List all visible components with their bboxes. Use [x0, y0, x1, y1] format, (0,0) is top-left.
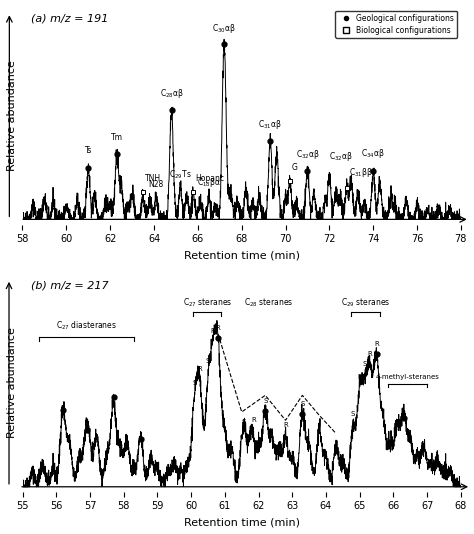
Text: S: S: [351, 411, 355, 417]
Y-axis label: Relative abundance: Relative abundance: [7, 327, 17, 438]
Text: $\mathregular{C_{27}}$ diasteranes: $\mathregular{C_{27}}$ diasteranes: [56, 320, 117, 332]
Text: $\mathregular{C_{18}\beta\alpha}$: $\mathregular{C_{18}\beta\alpha}$: [197, 176, 221, 189]
Text: S: S: [263, 398, 267, 404]
Text: (a) m/z = 191: (a) m/z = 191: [31, 13, 109, 23]
Text: G: G: [292, 163, 298, 172]
Text: Tm: Tm: [111, 132, 123, 142]
Text: R: R: [283, 422, 288, 428]
Text: R: R: [216, 325, 220, 331]
Text: 4-methyl-steranes: 4-methyl-steranes: [376, 374, 439, 380]
Text: R: R: [374, 341, 379, 347]
Text: S: S: [241, 419, 246, 426]
Text: $\mathregular{C_{32}\alpha\beta}$: $\mathregular{C_{32}\alpha\beta}$: [295, 147, 319, 161]
Text: R: R: [367, 351, 372, 357]
Text: $\mathregular{C_{28}\alpha\beta}$: $\mathregular{C_{28}\alpha\beta}$: [160, 87, 183, 99]
Text: Ts: Ts: [84, 146, 92, 155]
Text: (b) m/z = 217: (b) m/z = 217: [31, 280, 109, 290]
Text: Hopanc: Hopanc: [196, 174, 225, 183]
Y-axis label: Relative abundance: Relative abundance: [7, 60, 17, 171]
X-axis label: Retention time (min): Retention time (min): [184, 517, 300, 527]
Text: $\mathregular{C_{32}\alpha\beta}$: $\mathregular{C_{32}\alpha\beta}$: [329, 151, 353, 163]
Text: $\mathregular{C_{31}\alpha\beta}$: $\mathregular{C_{31}\alpha\beta}$: [258, 117, 282, 130]
Text: R: R: [357, 374, 362, 380]
Text: R: R: [251, 417, 256, 423]
Text: S: S: [300, 401, 305, 407]
X-axis label: Retention time (min): Retention time (min): [184, 250, 300, 260]
Text: N28: N28: [148, 179, 164, 189]
Text: R: R: [210, 328, 215, 334]
Text: S: S: [206, 358, 210, 364]
Text: S: S: [363, 360, 367, 367]
Text: $\mathregular{C_{31}\beta\beta}$: $\mathregular{C_{31}\beta\beta}$: [349, 167, 373, 179]
Text: $\mathregular{C_{27}}$ steranes: $\mathregular{C_{27}}$ steranes: [182, 296, 232, 309]
Text: R: R: [197, 366, 202, 372]
Text: $\mathregular{C_{29}Ts}$: $\mathregular{C_{29}Ts}$: [169, 168, 191, 181]
Text: $\mathregular{C_{28}}$ steranes: $\mathregular{C_{28}}$ steranes: [244, 296, 293, 309]
Text: $\mathregular{C_{29}}$ steranes: $\mathregular{C_{29}}$ steranes: [341, 296, 391, 309]
Text: $\mathregular{C_{30}\alpha\beta}$: $\mathregular{C_{30}\alpha\beta}$: [212, 22, 236, 35]
Legend: Geological configurations, Biological configurations: Geological configurations, Biological co…: [336, 11, 457, 38]
Text: $\mathregular{C_{34}\alpha\beta}$: $\mathregular{C_{34}\alpha\beta}$: [361, 147, 385, 160]
Text: TNH: TNH: [145, 175, 161, 184]
Text: S: S: [192, 380, 197, 386]
